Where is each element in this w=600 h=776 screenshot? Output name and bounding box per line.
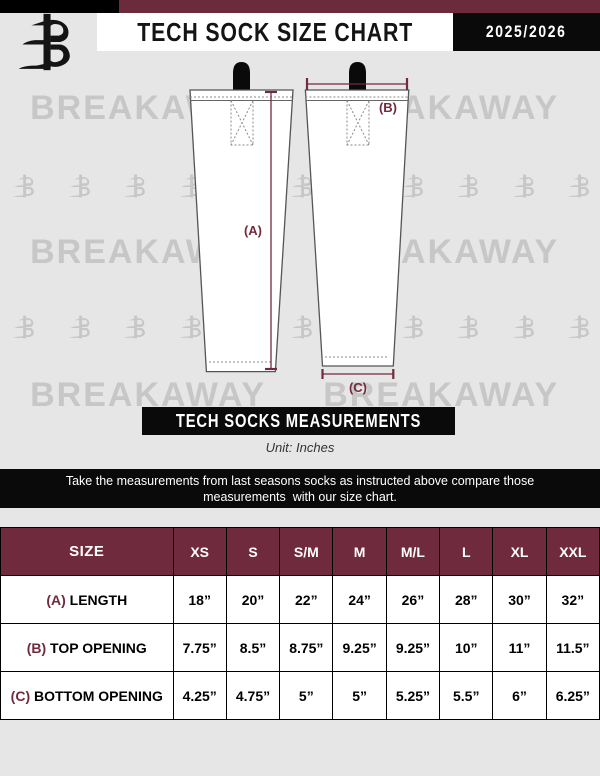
svg-text:(C): (C) xyxy=(349,380,367,395)
svg-text:(A): (A) xyxy=(244,223,262,238)
svg-text:(B): (B) xyxy=(379,100,397,115)
